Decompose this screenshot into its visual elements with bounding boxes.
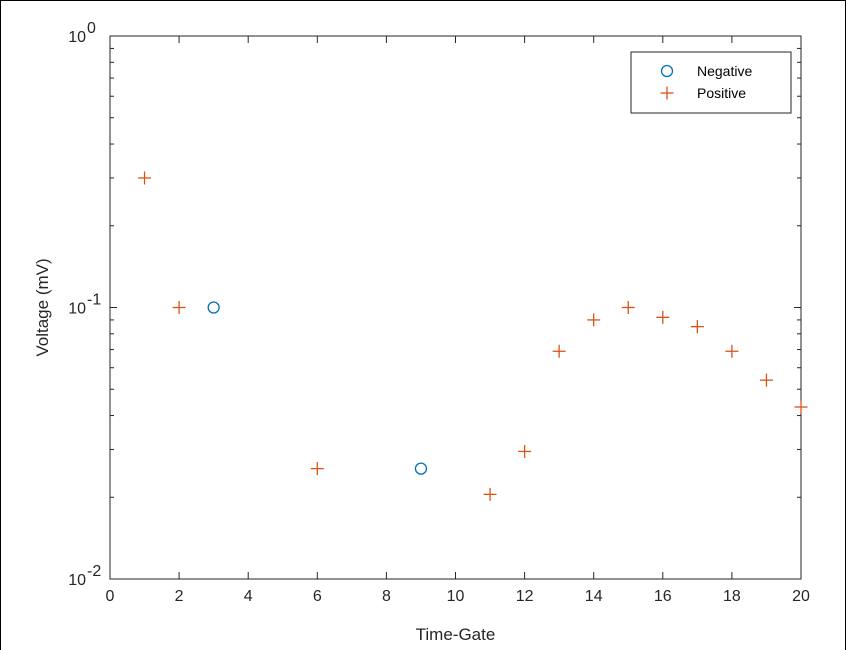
x-tick-label: 18 — [723, 588, 741, 605]
y-tick-label: 10 — [68, 29, 86, 46]
positive-point — [656, 310, 670, 324]
positive-point — [172, 301, 186, 314]
positive-point — [138, 171, 152, 185]
x-axis-title: Time-Gate — [416, 625, 496, 644]
x-tick-label: 6 — [313, 588, 322, 605]
positive-point — [759, 373, 773, 387]
x-tick-label: 0 — [106, 588, 115, 605]
positive-point — [794, 400, 808, 414]
x-tick-label: 20 — [792, 588, 810, 605]
positive-point — [690, 320, 704, 334]
legend-label-positive: Positive — [697, 85, 746, 101]
x-tick-label: 10 — [447, 588, 465, 605]
legend: Negative Positive — [630, 51, 792, 114]
x-tick-label: 16 — [654, 588, 672, 605]
y-tick-label-exponent: 0 — [87, 20, 96, 37]
positive-point — [621, 301, 635, 314]
data-marks — [138, 171, 808, 501]
negative-point — [207, 301, 220, 314]
x-tick-label: 8 — [382, 588, 391, 605]
legend-marker-positive — [660, 86, 674, 100]
positive-point — [552, 344, 566, 358]
y-tick-label-exponent: -1 — [87, 292, 101, 309]
x-tick-label: 12 — [516, 588, 534, 605]
legend-label-negative: Negative — [697, 63, 752, 79]
y-tick-label: 10 — [68, 572, 86, 589]
x-tick-label: 4 — [244, 588, 253, 605]
positive-point — [483, 487, 497, 501]
y-tick-label-exponent: -2 — [87, 563, 101, 580]
positive-point — [587, 313, 601, 327]
x-tick-label: 2 — [175, 588, 184, 605]
x-tick-label: 14 — [585, 588, 603, 605]
y-axis-title: Voltage (mV) — [33, 258, 52, 356]
negative-point — [414, 462, 428, 475]
y-tick-label: 10 — [68, 301, 86, 318]
positive-point — [725, 344, 739, 358]
positive-point — [518, 444, 532, 458]
legend-marker-negative — [660, 64, 674, 78]
legend-box — [630, 51, 792, 114]
positive-point — [310, 462, 324, 476]
plot-area — [109, 35, 802, 580]
